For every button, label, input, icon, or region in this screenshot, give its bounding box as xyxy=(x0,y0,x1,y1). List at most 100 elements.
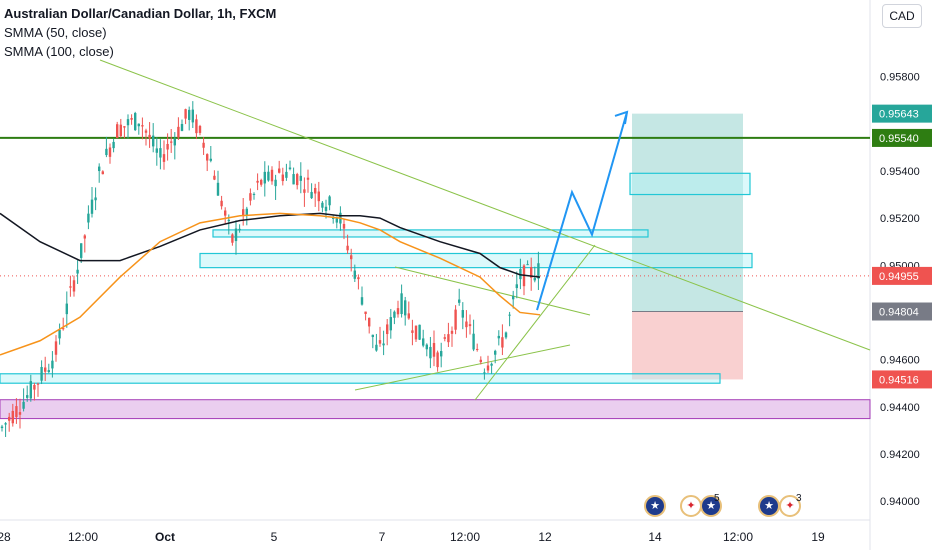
candle-body xyxy=(231,234,234,243)
candle-body xyxy=(0,426,4,429)
australia-flag-icon[interactable]: ★ xyxy=(758,495,780,517)
candle-body xyxy=(479,359,482,363)
candle-body xyxy=(216,182,220,196)
candle-body xyxy=(476,348,479,350)
candle-body xyxy=(18,412,22,415)
candle-body xyxy=(414,325,418,340)
candle-body xyxy=(425,344,428,350)
price-label: 0.94955 xyxy=(879,271,919,283)
australia-flag-icon[interactable]: ★ xyxy=(700,495,722,517)
candle-body xyxy=(526,264,529,266)
candle-body xyxy=(443,337,446,339)
price-label-box xyxy=(872,266,932,285)
candle-body xyxy=(404,300,407,316)
candle-body xyxy=(162,154,166,162)
candle-body xyxy=(368,317,371,327)
candle-body xyxy=(501,337,504,348)
time-tick-label: 12:00 xyxy=(450,530,480,544)
candle-body xyxy=(429,346,432,359)
candle-body xyxy=(310,191,313,199)
candle-body xyxy=(263,171,266,184)
candle-body xyxy=(98,166,101,172)
candle-body xyxy=(4,423,7,425)
candle-body xyxy=(33,385,36,390)
candle-body xyxy=(299,175,302,181)
candle-body xyxy=(238,228,241,231)
candle-body xyxy=(198,126,202,133)
candle-body xyxy=(94,197,97,201)
candle-body xyxy=(83,235,86,239)
candle-body xyxy=(483,372,486,374)
candle-body xyxy=(407,313,410,319)
candle-body xyxy=(515,284,518,289)
zone-rect[interactable] xyxy=(212,229,649,238)
candle-body xyxy=(422,338,425,346)
candle-body xyxy=(418,324,421,340)
zone-rect[interactable] xyxy=(629,172,751,196)
smma50-legend: SMMA (50, close) xyxy=(4,25,107,40)
candle-body xyxy=(389,317,392,331)
candle-body xyxy=(436,352,439,368)
trendline[interactable] xyxy=(474,244,596,401)
australia-flag-icon[interactable]: ★ xyxy=(644,495,666,517)
candle-body xyxy=(465,321,468,328)
candle-body xyxy=(288,167,292,170)
stop-zone[interactable] xyxy=(632,311,743,380)
candle-body xyxy=(11,410,14,424)
candle-body xyxy=(278,168,281,173)
candle-body xyxy=(195,119,198,134)
candle-body xyxy=(137,123,140,127)
currency-button[interactable]: CAD xyxy=(882,4,922,28)
candle-body xyxy=(249,193,252,201)
time-tick-label: 12 xyxy=(538,530,552,544)
time-tick-label: Oct xyxy=(155,530,175,544)
candle-body xyxy=(101,171,104,175)
candle-body xyxy=(490,363,493,366)
price-tick-label: 0.94400 xyxy=(880,402,920,414)
zone-rect[interactable] xyxy=(199,252,753,269)
candle-body xyxy=(130,118,133,120)
candle-body xyxy=(108,147,112,157)
chart-legend: Australian Dollar/Canadian Dollar, 1h, F… xyxy=(4,4,276,61)
candle-body xyxy=(15,406,18,418)
target-zone[interactable] xyxy=(632,113,743,312)
candle-body xyxy=(411,330,414,333)
candle-body xyxy=(314,187,317,194)
time-tick-label: 14 xyxy=(648,530,662,544)
trendline[interactable] xyxy=(99,59,871,351)
candle-body xyxy=(472,333,475,350)
event-count: 5 xyxy=(714,493,720,504)
candle-body xyxy=(324,206,328,212)
canada-flag-icon[interactable]: ✦ xyxy=(680,495,702,517)
candle-body xyxy=(29,381,32,399)
candle-body xyxy=(486,365,490,371)
candle-body xyxy=(54,341,58,355)
candle-body xyxy=(364,311,367,315)
price-label-box xyxy=(872,104,932,123)
candle-body xyxy=(458,299,461,303)
candle-body xyxy=(123,126,126,128)
zone-rect[interactable] xyxy=(0,373,721,384)
candle-body xyxy=(357,277,360,280)
price-label: 0.94516 xyxy=(879,374,919,386)
canada-flag-icon[interactable]: ✦ xyxy=(779,495,801,517)
trendline[interactable] xyxy=(394,266,591,316)
candle-body xyxy=(72,280,76,292)
candle-body xyxy=(87,213,90,223)
candle-body xyxy=(440,351,443,357)
candle-body xyxy=(44,367,47,372)
candle-body xyxy=(537,263,540,279)
trendline[interactable] xyxy=(354,344,571,391)
candle-body xyxy=(227,219,230,222)
time-tick-label: 12:00 xyxy=(723,530,753,544)
candle-body xyxy=(292,174,295,185)
candle-body xyxy=(497,335,500,339)
candle-body xyxy=(530,267,533,278)
candle-body xyxy=(508,314,511,316)
projection-path[interactable] xyxy=(536,111,628,311)
candle-body xyxy=(152,135,155,147)
candle-body xyxy=(270,169,274,182)
candle-body xyxy=(468,324,472,327)
candle-body xyxy=(234,228,238,242)
